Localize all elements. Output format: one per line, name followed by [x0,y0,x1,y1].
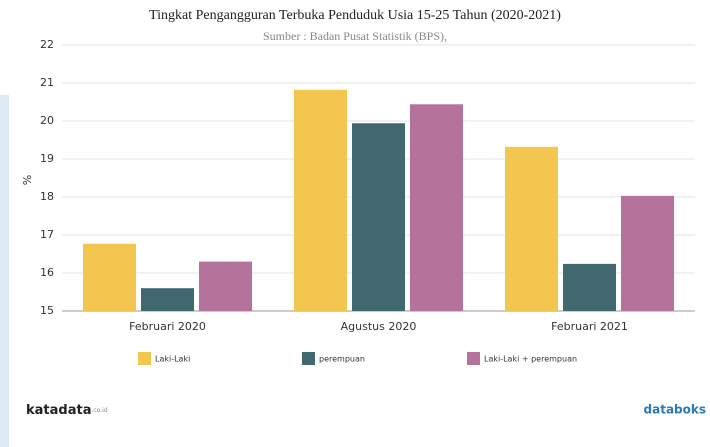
bar [505,146,558,311]
bar [199,261,252,311]
bar [141,288,194,311]
bar [621,195,674,311]
x-tick-label: Agustus 2020 [341,320,417,333]
y-tick-label: 15 [40,304,54,317]
y-tick-label: 19 [40,152,54,165]
y-tick-label: 22 [40,38,54,51]
y-axis-label: % [21,175,34,185]
bar [410,104,463,311]
legend-swatch [467,352,480,365]
legend-swatch [138,352,151,365]
y-tick-label: 17 [40,228,54,241]
side-strip [0,95,9,447]
x-tick-label: Februari 2020 [129,320,206,333]
y-tick-label: 18 [40,190,54,203]
y-tick-label: 16 [40,266,54,279]
y-tick-label: 20 [40,114,54,127]
bar [294,89,347,311]
bar [352,123,405,311]
x-tick-label: Februari 2021 [551,320,628,333]
y-tick-label: 21 [40,76,54,89]
legend-swatch [302,352,315,365]
legend-label: perempuan [319,355,365,364]
brand-right: databoks [644,403,706,417]
bar [563,263,616,311]
legend-label: Laki-Laki + perempuan [484,355,577,364]
bar [83,243,136,311]
chart-title: Tingkat Pengangguran Terbuka Penduduk Us… [149,8,561,23]
legend-label: Laki-Laki [155,355,190,364]
chart-subtitle: Sumber : Badan Pusat Statistik (BPS), [263,29,447,43]
brand-left: katadata.co.id [26,403,108,418]
